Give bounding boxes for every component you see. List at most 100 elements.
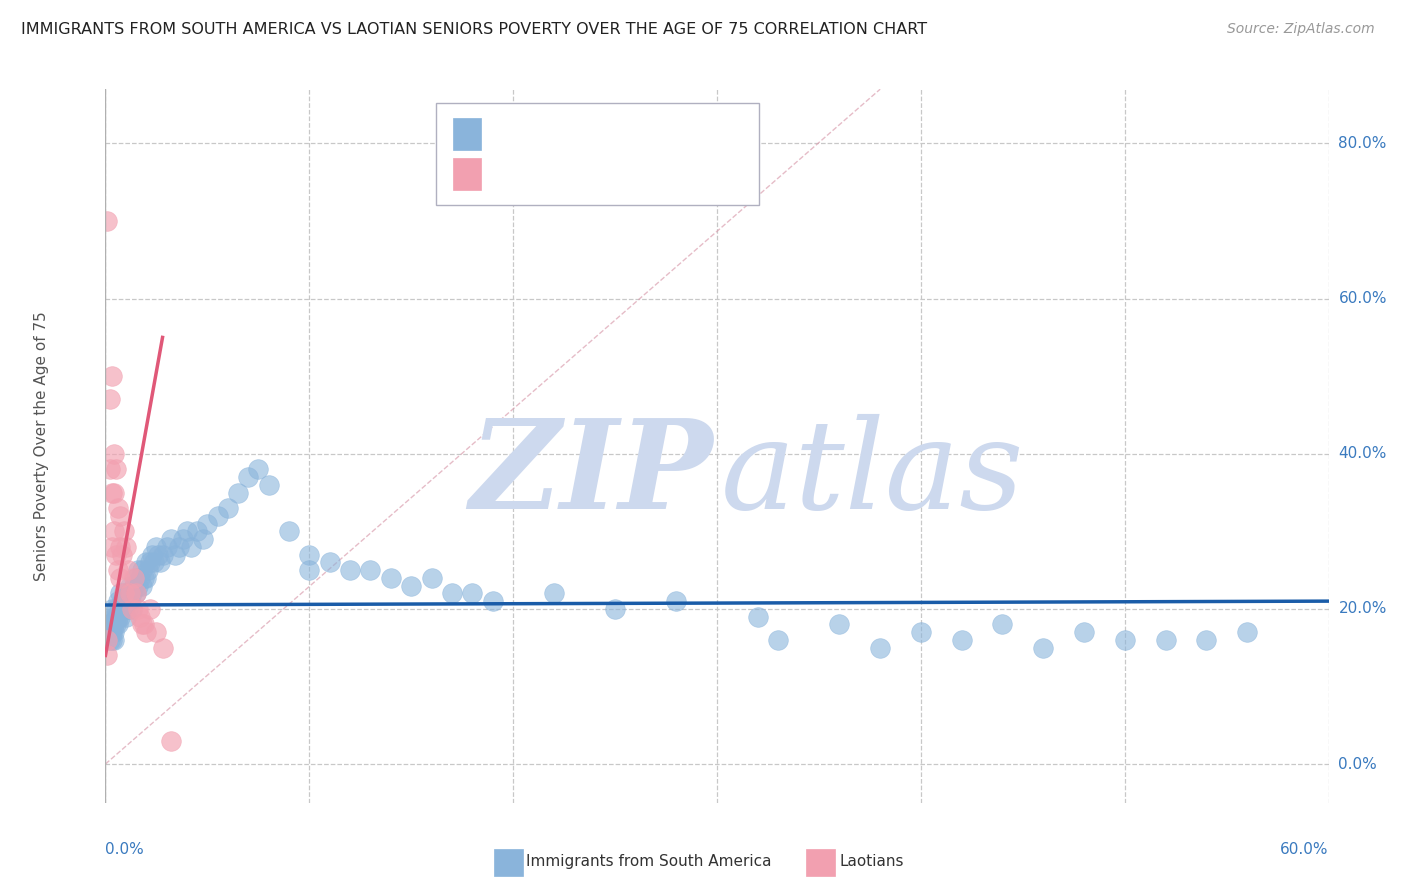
Text: ZIP: ZIP xyxy=(470,414,713,535)
Point xyxy=(339,563,361,577)
Point xyxy=(96,648,118,663)
Point xyxy=(121,602,143,616)
Point xyxy=(115,540,138,554)
Text: 80.0%: 80.0% xyxy=(1339,136,1386,151)
Point xyxy=(122,571,145,585)
Point xyxy=(747,609,769,624)
Point xyxy=(107,609,129,624)
Point xyxy=(193,532,215,546)
Point xyxy=(869,640,891,655)
Point xyxy=(318,555,342,569)
Point xyxy=(104,548,127,562)
Point xyxy=(112,524,135,539)
Point xyxy=(98,632,121,647)
Text: Immigrants from South America: Immigrants from South America xyxy=(526,855,772,869)
Point xyxy=(236,470,259,484)
Point xyxy=(380,571,402,585)
Point xyxy=(98,617,121,632)
Point xyxy=(100,540,122,554)
Point xyxy=(298,563,321,577)
Point xyxy=(217,501,239,516)
Text: 40.0%: 40.0% xyxy=(1339,446,1386,461)
Point xyxy=(104,609,127,624)
Point xyxy=(1114,632,1136,647)
Point xyxy=(278,524,301,539)
Point xyxy=(96,625,118,640)
Point xyxy=(543,586,565,600)
Point xyxy=(131,563,153,577)
Point xyxy=(112,602,135,616)
Point xyxy=(298,548,321,562)
Point xyxy=(127,602,149,616)
Point xyxy=(131,617,153,632)
Text: Source: ZipAtlas.com: Source: ZipAtlas.com xyxy=(1227,22,1375,37)
Point xyxy=(100,369,122,384)
Point xyxy=(125,571,148,585)
Point xyxy=(103,617,125,632)
Point xyxy=(136,563,159,577)
Point xyxy=(172,532,194,546)
Point xyxy=(139,555,162,569)
Point xyxy=(108,586,131,600)
Point xyxy=(226,485,249,500)
Point xyxy=(195,516,219,531)
Point xyxy=(461,586,484,600)
Point xyxy=(104,462,127,476)
Point xyxy=(155,540,177,554)
Point xyxy=(1154,632,1177,647)
Point xyxy=(111,548,134,562)
Point xyxy=(111,594,134,608)
Point xyxy=(180,540,202,554)
Point xyxy=(107,617,129,632)
Point xyxy=(103,632,125,647)
Point xyxy=(121,586,143,600)
Point xyxy=(991,617,1014,632)
Point xyxy=(127,563,149,577)
Point xyxy=(98,625,121,640)
Point xyxy=(1195,632,1218,647)
Point xyxy=(152,548,174,562)
Point xyxy=(143,555,166,569)
Point xyxy=(100,602,122,616)
Point xyxy=(828,617,851,632)
Point xyxy=(441,586,464,600)
Point xyxy=(107,594,129,608)
Point xyxy=(141,548,163,562)
Point xyxy=(135,571,157,585)
Point xyxy=(117,563,139,577)
Point xyxy=(98,392,121,407)
Point xyxy=(107,563,129,577)
Point xyxy=(103,485,125,500)
Point xyxy=(117,602,139,616)
Text: Seniors Poverty Over the Age of 75: Seniors Poverty Over the Age of 75 xyxy=(34,311,49,581)
Point xyxy=(910,625,932,640)
Text: IMMIGRANTS FROM SOUTH AMERICA VS LAOTIAN SENIORS POVERTY OVER THE AGE OF 75 CORR: IMMIGRANTS FROM SOUTH AMERICA VS LAOTIAN… xyxy=(21,22,927,37)
Point xyxy=(176,524,198,539)
Point xyxy=(605,602,627,616)
Point xyxy=(115,586,138,600)
Point xyxy=(152,640,174,655)
Point xyxy=(115,594,138,608)
Point xyxy=(96,632,118,647)
Point xyxy=(127,579,149,593)
Point xyxy=(149,555,172,569)
Point xyxy=(108,540,131,554)
Text: R = 0.022    N = 99: R = 0.022 N = 99 xyxy=(489,125,651,143)
Point xyxy=(117,586,139,600)
Point xyxy=(131,579,153,593)
Text: Laotians: Laotians xyxy=(839,855,904,869)
Point xyxy=(135,625,157,640)
Text: 0.0%: 0.0% xyxy=(1339,756,1378,772)
Point xyxy=(118,579,141,593)
Point xyxy=(163,548,186,562)
Text: 0.0%: 0.0% xyxy=(105,842,145,857)
Point xyxy=(98,462,121,476)
Point xyxy=(96,617,118,632)
Point xyxy=(159,532,181,546)
Point xyxy=(129,571,152,585)
Point xyxy=(1073,625,1095,640)
Point xyxy=(100,632,122,647)
Point xyxy=(121,602,143,616)
Point xyxy=(111,602,134,616)
Text: 60.0%: 60.0% xyxy=(1339,291,1386,306)
